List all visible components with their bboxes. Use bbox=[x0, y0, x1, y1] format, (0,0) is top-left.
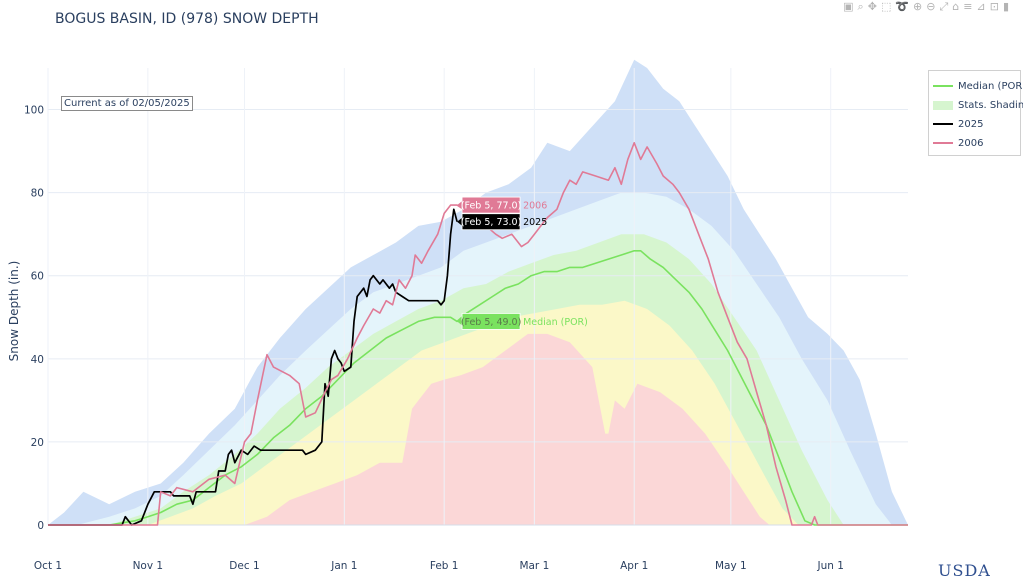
x-tick-label: Dec 1 bbox=[229, 560, 259, 572]
zoom-out-icon[interactable]: ⊖ bbox=[926, 0, 940, 13]
hover-closest-icon[interactable]: ⊿ bbox=[976, 0, 990, 13]
plot-toolbar: ▣⌕✥⬚➰⊕⊖⤢⌂≡⊿⊡▮ bbox=[843, 0, 1013, 14]
hover-value-label: (Feb 5, 77.0) bbox=[461, 201, 522, 212]
legend-item[interactable]: Median (POR) bbox=[933, 79, 1023, 93]
legend-item[interactable]: 2025 bbox=[933, 117, 983, 131]
hover-series-label: Median (POR) bbox=[523, 317, 588, 328]
legend-swatch bbox=[933, 123, 953, 125]
autoscale-icon[interactable]: ⤢ bbox=[939, 0, 953, 13]
x-axis-ticks: Oct 1 Nov 1 Dec 1 Jan 1 Feb 1 Mar 1 Apr 1 May 1… bbox=[34, 560, 844, 572]
y-tick-label: 60 bbox=[31, 271, 44, 283]
legend-swatch bbox=[933, 142, 953, 144]
camera-icon[interactable]: ▣ bbox=[843, 0, 858, 13]
y-tick-label: 40 bbox=[31, 354, 44, 366]
y-axis-ticks: 0 20 40 60 80 100 bbox=[24, 105, 44, 532]
x-tick-label: Jan 1 bbox=[330, 560, 357, 572]
spike-lines-icon[interactable]: ≡ bbox=[963, 0, 977, 13]
hover-box bbox=[461, 313, 521, 330]
hover-value-label: (Feb 5, 49.0) bbox=[461, 317, 522, 328]
hover-pointer bbox=[457, 217, 463, 226]
legend-label: Stats. Shading bbox=[958, 99, 1023, 111]
legend-label: 2025 bbox=[958, 118, 984, 130]
y-tick-label: 0 bbox=[37, 520, 44, 532]
legend-label: 2006 bbox=[958, 137, 984, 149]
hover-pointer bbox=[457, 201, 463, 210]
legend-item[interactable]: Stats. Shading bbox=[933, 98, 1023, 112]
y-tick-label: 100 bbox=[24, 105, 44, 117]
hover-value-label: (Feb 5, 73.0) bbox=[461, 217, 522, 228]
x-tick-label: Feb 1 bbox=[430, 560, 459, 572]
hover-labels: (Feb 5, 77.0) 2006(Feb 5, 73.0) 2025 (Feb 5… bbox=[457, 196, 588, 330]
lasso-icon[interactable]: ➰ bbox=[895, 0, 914, 13]
band-min bbox=[48, 333, 908, 525]
usda-logo: USDA bbox=[938, 561, 991, 580]
x-tick-label: Nov 1 bbox=[133, 560, 164, 572]
chart-title: BOGUS BASIN, ID (978) SNOW DEPTH bbox=[55, 11, 319, 27]
hover-pointer bbox=[457, 317, 463, 326]
reset-axes-icon[interactable]: ⌂ bbox=[952, 0, 964, 13]
legend: Median (POR) Stats. Shading 2025 2006 bbox=[928, 70, 1023, 156]
legend-label: Median (POR) bbox=[958, 80, 1023, 92]
y-tick-label: 80 bbox=[31, 188, 44, 200]
hover-box bbox=[461, 213, 521, 231]
plotly-logo-icon[interactable]: ▮ bbox=[1002, 0, 1013, 13]
box-select-icon[interactable]: ⬚ bbox=[880, 0, 896, 13]
legend-swatch bbox=[933, 100, 953, 110]
legend-swatch bbox=[933, 85, 953, 87]
y-axis-title: Snow Depth (in.) bbox=[7, 261, 21, 362]
legend-item[interactable]: 2006 bbox=[933, 136, 983, 150]
series-line-2025[interactable] bbox=[48, 208, 458, 526]
y-tick-label: 20 bbox=[31, 437, 44, 449]
x-tick-label: May 1 bbox=[715, 560, 747, 572]
hover-box bbox=[461, 196, 521, 214]
hover-series-label: 2025 bbox=[523, 217, 547, 228]
pan-icon[interactable]: ✥ bbox=[867, 0, 881, 13]
x-tick-label: Mar 1 bbox=[519, 560, 549, 572]
stats-shading-bands bbox=[48, 59, 908, 525]
zoom-in-icon[interactable]: ⊕ bbox=[913, 0, 927, 13]
hover-series-label: 2006 bbox=[523, 201, 547, 212]
x-tick-label: Oct 1 bbox=[34, 560, 62, 572]
x-tick-label: Apr 1 bbox=[620, 560, 648, 572]
x-tick-label: Jun 1 bbox=[816, 560, 843, 572]
zoom-icon[interactable]: ⌕ bbox=[857, 0, 868, 13]
current-as-of-note: Current as of 02/05/2025 bbox=[61, 96, 193, 111]
hover-compare-icon[interactable]: ⊡ bbox=[989, 0, 1003, 13]
